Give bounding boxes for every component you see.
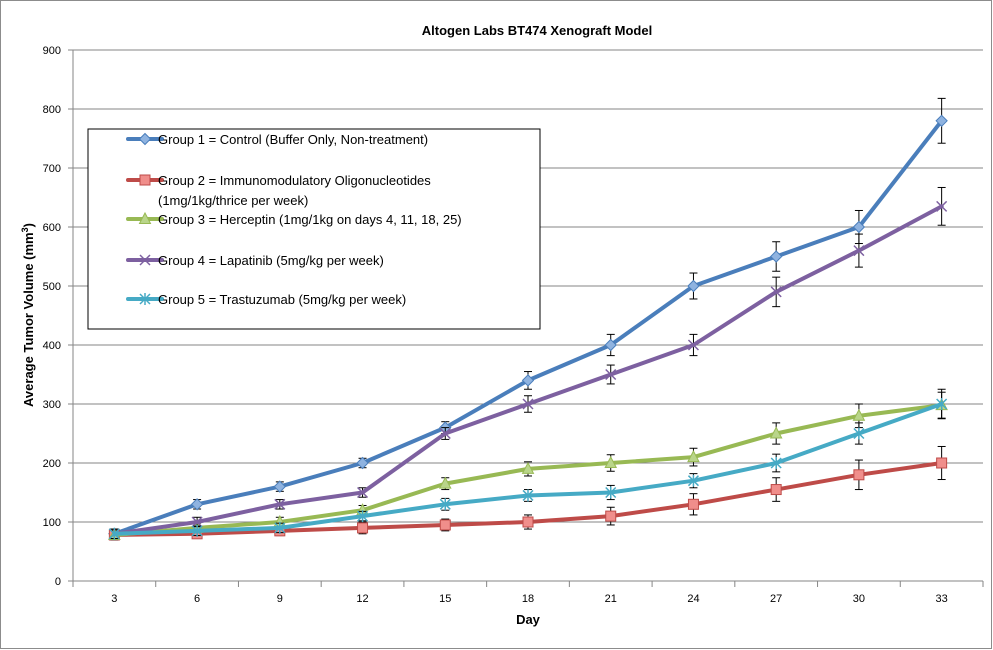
data-point bbox=[605, 368, 617, 381]
data-point bbox=[605, 510, 617, 522]
series-layer bbox=[108, 97, 948, 541]
legend-swatch-marker bbox=[139, 254, 151, 266]
data-point bbox=[936, 457, 948, 469]
data-point bbox=[273, 480, 287, 493]
data-point bbox=[191, 524, 203, 537]
data-point bbox=[604, 338, 617, 352]
data-point bbox=[769, 426, 783, 439]
x-tick-label: 21 bbox=[605, 593, 617, 605]
data-point bbox=[274, 521, 286, 534]
data-point bbox=[770, 457, 782, 469]
data-point bbox=[522, 489, 534, 502]
y-tick-label: 0 bbox=[55, 576, 61, 588]
x-tick-label: 24 bbox=[687, 593, 699, 605]
legend-swatch-marker bbox=[139, 293, 151, 305]
y-tick-label: 800 bbox=[43, 104, 61, 116]
y-axis-title-close: ) bbox=[21, 223, 36, 227]
legend-box bbox=[87, 128, 541, 330]
legend-swatch-marker bbox=[139, 174, 151, 186]
legend-entry-1: Group 1 = Control (Buffer Only, Non-trea… bbox=[126, 132, 428, 147]
data-point bbox=[357, 522, 369, 534]
data-point bbox=[853, 245, 865, 257]
data-point bbox=[936, 398, 948, 410]
y-tick-label: 700 bbox=[43, 163, 61, 175]
y-axis-title-superscript: 3 bbox=[20, 227, 30, 232]
x-axis-title: Day bbox=[516, 612, 541, 627]
x-axis-ticks: 3 6 9 12 15 18 21 24 27 30 33 bbox=[72, 581, 984, 605]
data-point bbox=[356, 456, 369, 470]
x-tick-label: 6 bbox=[194, 593, 200, 605]
data-point bbox=[439, 498, 451, 511]
data-point bbox=[357, 486, 369, 499]
data-point bbox=[438, 476, 452, 489]
x-tick-label: 3 bbox=[111, 593, 117, 605]
data-point bbox=[521, 374, 535, 387]
legend-label: Group 2 = Immunomodulatory Oligonucleoti… bbox=[158, 173, 431, 188]
legend-swatch-marker bbox=[138, 211, 152, 224]
y-axis-ticks: 0 100 200 300 400 500 600 700 800 900 bbox=[43, 45, 73, 588]
legend-label: Group 5 = Trastuzumab (5mg/kg per week) bbox=[158, 292, 406, 307]
y-tick-label: 300 bbox=[43, 399, 61, 411]
y-tick-label: 900 bbox=[43, 45, 61, 57]
legend-label: Group 1 = Control (Buffer Only, Non-trea… bbox=[158, 132, 428, 147]
legend-entry-5: Group 5 = Trastuzumab (5mg/kg per week) bbox=[126, 292, 406, 307]
y-tick-label: 100 bbox=[43, 517, 61, 529]
legend-label: (1mg/1kg/thrice per week) bbox=[158, 193, 308, 208]
data-point bbox=[604, 455, 618, 468]
data-point bbox=[522, 516, 534, 528]
data-point bbox=[687, 339, 699, 351]
legend: Group 1 = Control (Buffer Only, Non-trea… bbox=[87, 128, 541, 330]
y-tick-label: 200 bbox=[43, 458, 61, 470]
x-tick-label: 15 bbox=[439, 593, 451, 605]
data-point bbox=[439, 519, 451, 531]
data-point bbox=[521, 461, 535, 474]
data-point bbox=[274, 498, 286, 510]
data-point bbox=[852, 408, 866, 421]
legend-label: Group 3 = Herceptin (1mg/1kg on days 4, … bbox=[158, 212, 462, 227]
data-point bbox=[935, 114, 948, 128]
legend-entry-3: Group 3 = Herceptin (1mg/1kg on days 4, … bbox=[126, 211, 462, 227]
data-point bbox=[522, 398, 534, 410]
y-tick-label: 600 bbox=[43, 222, 61, 234]
y-tick-label: 400 bbox=[43, 340, 61, 352]
y-tick-label: 500 bbox=[43, 281, 61, 293]
x-tick-label: 9 bbox=[277, 593, 283, 605]
data-point bbox=[852, 220, 866, 234]
series-5 bbox=[108, 388, 948, 540]
data-point bbox=[605, 486, 617, 499]
data-point bbox=[687, 498, 699, 510]
legend-entry-4: Group 4 = Lapatinib (5mg/kg per week) bbox=[126, 253, 384, 268]
x-tick-label: 30 bbox=[853, 593, 865, 605]
x-tick-label: 27 bbox=[770, 593, 782, 605]
legend-label: Group 4 = Lapatinib (5mg/kg per week) bbox=[158, 253, 384, 268]
x-tick-label: 12 bbox=[356, 593, 368, 605]
legend-entry-2: Group 2 = Immunomodulatory Oligonucleoti… bbox=[126, 173, 431, 208]
data-point bbox=[770, 484, 782, 496]
data-point bbox=[687, 279, 700, 293]
series-4 bbox=[108, 186, 948, 540]
x-tick-label: 18 bbox=[522, 593, 534, 605]
data-point bbox=[687, 450, 700, 463]
y-axis-title-text: Average Tumor Volume (mm bbox=[21, 232, 36, 407]
data-point bbox=[770, 286, 782, 298]
chart-title: Altogen Labs BT474 Xenograft Model bbox=[422, 23, 652, 38]
data-point bbox=[853, 427, 865, 440]
data-point bbox=[357, 510, 369, 523]
series-2 bbox=[108, 445, 948, 541]
data-point bbox=[190, 498, 204, 511]
data-point bbox=[439, 427, 451, 440]
data-point bbox=[853, 469, 865, 481]
data-point bbox=[769, 250, 783, 263]
data-point bbox=[191, 516, 203, 528]
data-point bbox=[108, 527, 120, 540]
data-point bbox=[687, 474, 699, 487]
x-tick-label: 33 bbox=[936, 593, 948, 605]
data-point bbox=[936, 200, 948, 212]
legend-swatch-marker bbox=[138, 132, 152, 146]
y-axis-title: Average Tumor Volume (mm3) bbox=[20, 223, 36, 407]
